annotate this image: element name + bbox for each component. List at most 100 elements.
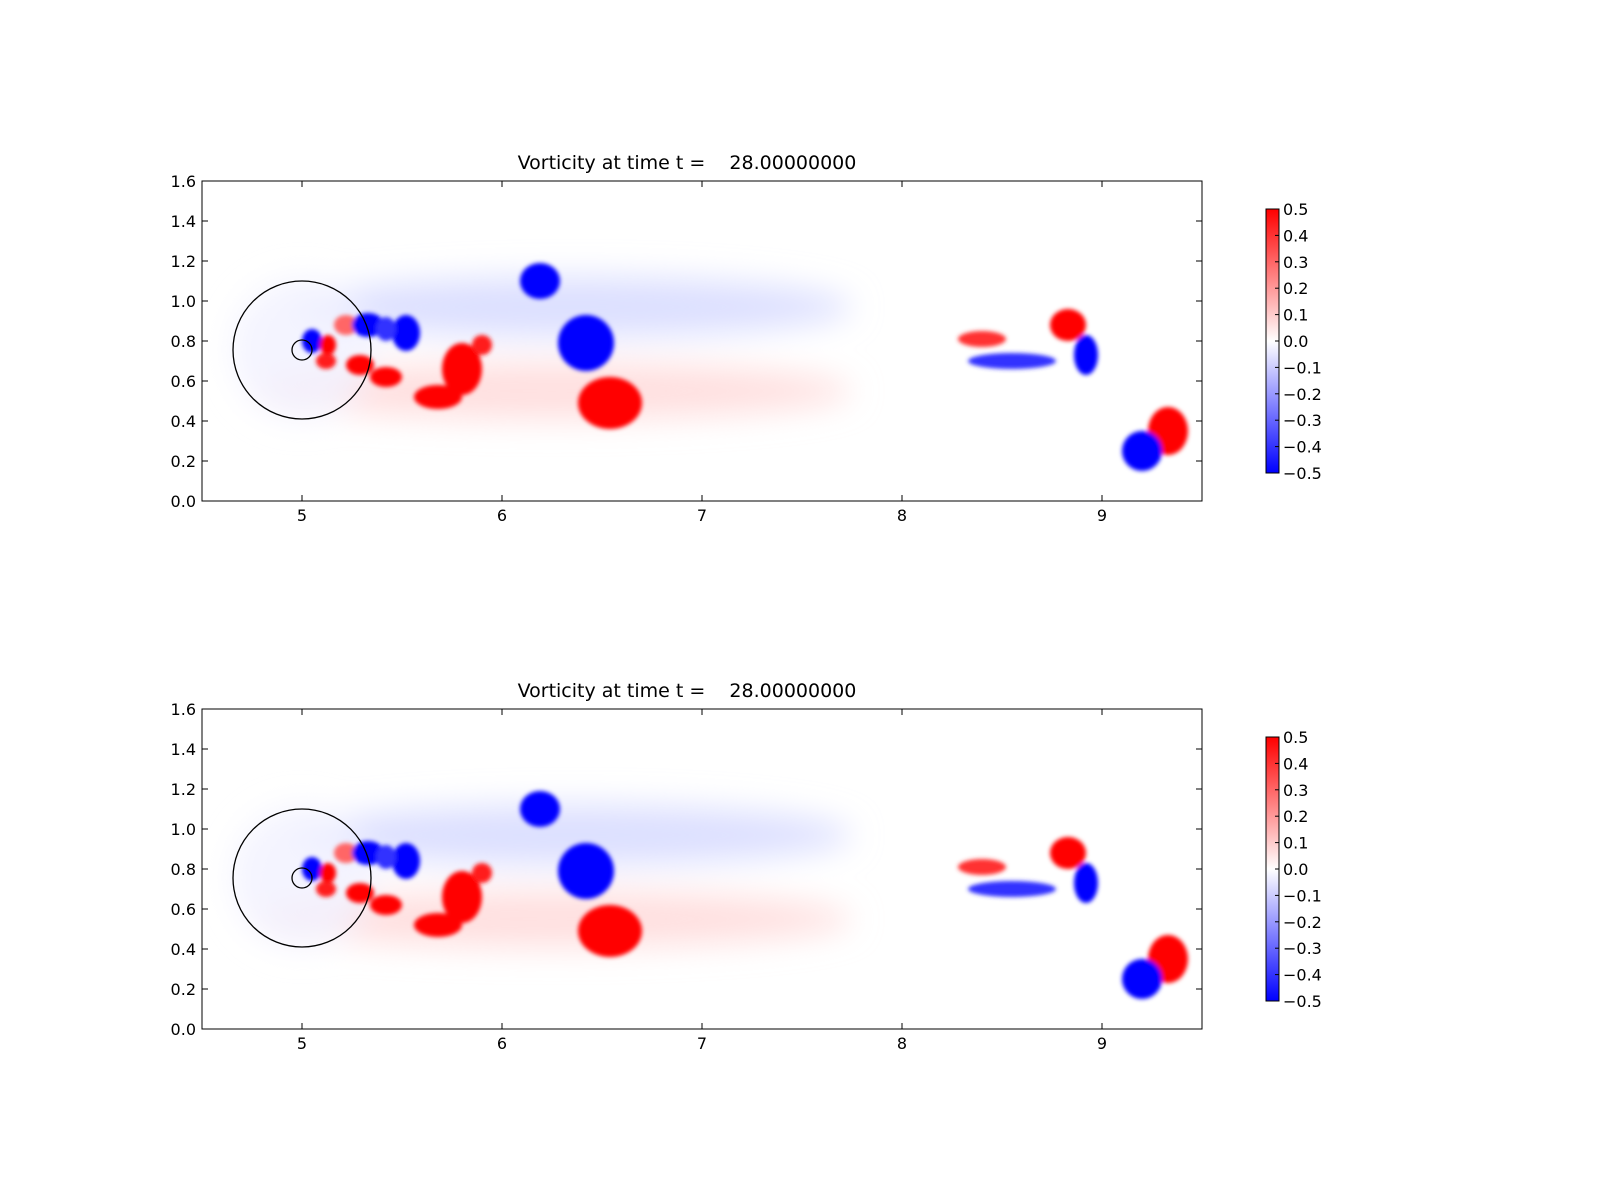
- x-tick-label: 5: [297, 506, 307, 525]
- vortex-layer: [302, 263, 1188, 471]
- panel-1-overlay: [232, 280, 372, 420]
- positive-vortex: [958, 331, 1006, 347]
- colorbar-tick-label: 0.5: [1283, 200, 1308, 219]
- positive-vortex: [414, 385, 462, 409]
- panel-2-colorbar: 0.5 0.4 0.3 0.2 0.1 0.0 −0.1 −0.2 −0.3 −…: [1265, 728, 1322, 1011]
- x-tick-label: 7: [697, 506, 707, 525]
- negative-vortex: [968, 881, 1056, 897]
- negative-vortex: [558, 315, 614, 371]
- positive-vortex: [316, 881, 336, 897]
- inner-circle: [291, 339, 313, 361]
- positive-vortex: [472, 863, 492, 883]
- colorbar-tick-label: 0.3: [1283, 781, 1308, 800]
- panel-1-colorbar: 0.5 0.4 0.3 0.2 0.1 0.0 −0.1 −0.2 −0.3 −…: [1265, 200, 1322, 483]
- colorbar-tick-label: 0.5: [1283, 728, 1308, 747]
- panel-2-overlay: [232, 808, 372, 948]
- y-tick-label: 0.4: [171, 412, 196, 431]
- positive-vortex: [442, 871, 482, 923]
- positive-vortex: [370, 367, 402, 387]
- colorbar-tick-label: −0.2: [1283, 385, 1322, 404]
- colorbar-tick-label: 0.1: [1283, 834, 1308, 853]
- positive-vortex: [958, 859, 1006, 875]
- outer-circle: [232, 808, 372, 948]
- panel-2-plot-area: [201, 708, 1203, 1030]
- y-tick-label: 0.4: [171, 940, 196, 959]
- y-tick-label: 1.0: [171, 292, 196, 311]
- wake-haze-source: [232, 807, 372, 947]
- positive-vortex: [346, 355, 374, 375]
- negative-vortex: [1074, 863, 1098, 903]
- y-tick-label: 0.6: [171, 372, 196, 391]
- positive-vortex: [442, 343, 482, 395]
- y-tick-label: 0.0: [171, 492, 196, 511]
- colorbar-tick-label: −0.2: [1283, 913, 1322, 932]
- positive-vortex: [334, 843, 358, 863]
- colorbar-tick-label: −0.3: [1283, 411, 1322, 430]
- negative-vortex: [392, 843, 420, 879]
- panel-2-vorticity-field: [232, 791, 1188, 999]
- negative-vortex: [1122, 959, 1162, 999]
- panel-2-x-axis: 5 6 7 8 9: [297, 709, 1107, 1053]
- negative-vortex: [968, 353, 1056, 369]
- outer-circle: [232, 280, 372, 420]
- y-tick-label: 0.8: [171, 860, 196, 879]
- negative-vortex: [558, 843, 614, 899]
- negative-vortex: [392, 315, 420, 351]
- colorbar-tick-label: 0.3: [1283, 253, 1308, 272]
- colorbar-tick-label: 0.4: [1283, 754, 1308, 773]
- negative-vortex: [352, 313, 384, 337]
- panel-2: Vorticity at time t = 28.00000000 5 6 7 …: [171, 680, 1322, 1053]
- colorbar-tick-label: −0.4: [1283, 966, 1322, 985]
- positive-vortex: [472, 335, 492, 355]
- positive-vortex: [578, 377, 642, 429]
- positive-vortex: [1050, 837, 1086, 869]
- panel-1-x-axis: 5 6 7 8 9: [297, 181, 1107, 525]
- y-tick-label: 1.4: [171, 740, 196, 759]
- colorbar-tick-label: 0.0: [1283, 332, 1308, 351]
- negative-vortex: [520, 791, 560, 827]
- negative-vortex: [376, 317, 396, 341]
- panel-1-title: Vorticity at time t = 28.00000000: [518, 152, 857, 174]
- colorbar-tick-label: 0.1: [1283, 306, 1308, 325]
- y-tick-label: 0.2: [171, 452, 196, 471]
- positive-vortex: [316, 353, 336, 369]
- positive-vortex: [414, 913, 462, 937]
- wake-haze-source: [232, 279, 372, 419]
- colorbar-tick-label: 0.2: [1283, 807, 1308, 826]
- colorbar-tick-label: −0.3: [1283, 939, 1322, 958]
- negative-vortex: [520, 263, 560, 299]
- x-tick-label: 7: [697, 1034, 707, 1053]
- panel-1-vorticity-field: [232, 263, 1188, 471]
- positive-vortex: [578, 905, 642, 957]
- x-tick-label: 8: [897, 506, 907, 525]
- colorbar-tick-label: 0.4: [1283, 226, 1308, 245]
- y-tick-label: 1.2: [171, 252, 196, 271]
- negative-vortex: [352, 841, 384, 865]
- colorbar-tick-label: −0.5: [1283, 992, 1322, 1011]
- y-tick-label: 1.4: [171, 212, 196, 231]
- y-tick-label: 1.6: [171, 172, 196, 191]
- colorbar-tick-label: −0.4: [1283, 438, 1322, 457]
- y-tick-label: 1.2: [171, 780, 196, 799]
- panel-1-plot-area: [201, 180, 1203, 502]
- wake-haze-upper: [292, 277, 852, 337]
- colorbar-tick-label: 0.0: [1283, 860, 1308, 879]
- wake-haze-upper: [292, 805, 852, 865]
- vortex-layer: [302, 791, 1188, 999]
- y-tick-label: 0.6: [171, 900, 196, 919]
- positive-vortex: [320, 335, 336, 355]
- panel-2-y-axis: 0.0 0.2 0.4 0.6 0.8 1.0 1.2 1.4 1.6: [171, 700, 1202, 1039]
- colorbar-tick-label: −0.5: [1283, 464, 1322, 483]
- panel-2-title: Vorticity at time t = 28.00000000: [518, 680, 857, 702]
- y-tick-label: 0.8: [171, 332, 196, 351]
- colorbar-tick-label: −0.1: [1283, 886, 1322, 905]
- negative-vortex: [1074, 335, 1098, 375]
- x-tick-label: 8: [897, 1034, 907, 1053]
- negative-vortex: [302, 329, 322, 353]
- positive-vortex: [320, 863, 336, 883]
- positive-vortex: [1050, 309, 1086, 341]
- y-tick-label: 1.0: [171, 820, 196, 839]
- y-tick-label: 1.6: [171, 700, 196, 719]
- inner-circle: [291, 867, 313, 889]
